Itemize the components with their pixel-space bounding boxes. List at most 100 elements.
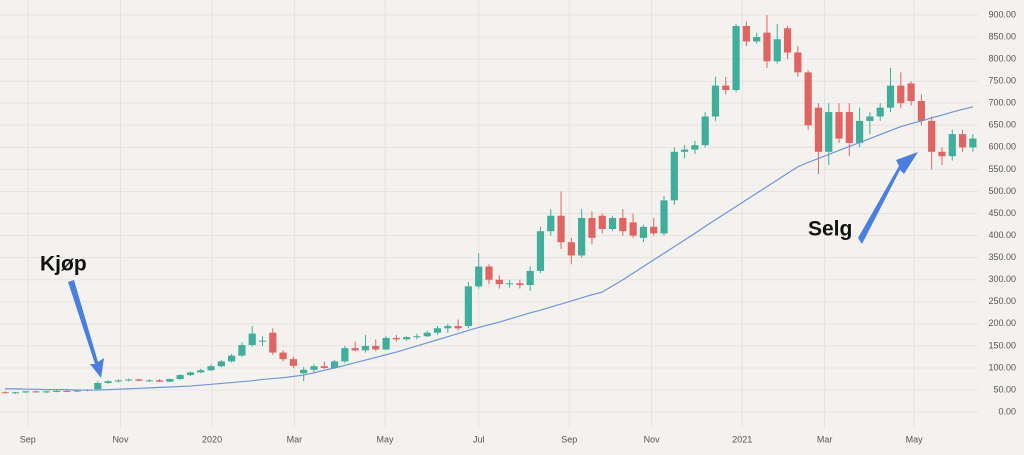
y-tick-label: 800.00: [988, 54, 1016, 64]
candle-body: [248, 333, 256, 346]
candle-body: [536, 231, 545, 271]
candle-body: [433, 328, 442, 333]
candle-body: [53, 390, 61, 392]
candle-body: [567, 242, 575, 256]
candle-body: [145, 380, 153, 382]
candle-body: [814, 107, 823, 152]
candle-body: [207, 366, 215, 371]
x-tick-label: Nov: [644, 434, 661, 444]
y-tick-label: 50.00: [993, 384, 1016, 394]
x-tick-label: May: [377, 434, 395, 444]
candle-body: [650, 226, 658, 234]
candle-body: [516, 283, 524, 286]
candle-body: [155, 380, 164, 382]
y-tick-label: 250.00: [988, 296, 1016, 306]
candle-body: [42, 391, 50, 393]
candle-body: [63, 390, 71, 392]
candle-body: [361, 345, 370, 351]
y-tick-label: 350.00: [988, 252, 1016, 262]
y-tick-label: 700.00: [988, 98, 1016, 108]
candle-body: [485, 266, 493, 280]
candle-body: [228, 355, 236, 362]
candle-body: [866, 116, 874, 121]
candle-body: [701, 116, 709, 146]
candle-body: [403, 337, 411, 340]
y-tick-label: 500.00: [988, 186, 1016, 196]
candle-body: [1, 392, 9, 394]
y-tick-label: 600.00: [988, 142, 1016, 152]
candle-body: [464, 286, 473, 327]
x-tick-label: 2021: [732, 434, 752, 444]
candle-body: [73, 390, 81, 392]
candle-body: [495, 279, 503, 285]
candle-body: [11, 392, 20, 394]
x-tick-label: Mar: [817, 434, 833, 444]
y-tick-label: 0.00: [998, 406, 1016, 416]
candle-body: [526, 270, 534, 286]
candle-body: [197, 370, 205, 373]
candle-body: [413, 336, 421, 338]
candle-body: [722, 85, 730, 91]
y-tick-label: 200.00: [988, 318, 1016, 328]
candle-body: [876, 107, 884, 117]
x-tick-label: May: [906, 434, 924, 444]
x-tick-label: Jul: [473, 434, 485, 444]
candle-body: [382, 337, 390, 350]
x-tick-label: Sep: [20, 434, 36, 444]
candle-body: [783, 28, 792, 53]
candle-body: [269, 332, 277, 353]
grid: [0, 0, 978, 428]
candle-body: [310, 366, 318, 370]
candle-body: [578, 217, 586, 256]
y-tick-label: 900.00: [988, 9, 1016, 19]
candle-body: [742, 26, 750, 42]
candle-body: [547, 215, 555, 232]
candle-body: [392, 337, 400, 340]
candle-body: [691, 145, 699, 150]
y-tick-label: 100.00: [988, 362, 1016, 372]
candle-body: [938, 151, 946, 157]
candle-body: [320, 366, 328, 368]
annotation: Kjøp: [40, 253, 87, 276]
candle-body: [835, 112, 843, 139]
x-tick-label: 2020: [202, 434, 222, 444]
candle-body: [804, 72, 812, 126]
candle-body: [289, 359, 298, 366]
candle-body: [680, 149, 689, 152]
candle-body: [238, 345, 246, 356]
candle-body: [475, 266, 483, 287]
candle-body: [588, 217, 596, 238]
candle-body: [856, 120, 864, 143]
candle-body: [969, 138, 977, 148]
candle-body: [217, 361, 225, 367]
candle-body: [948, 134, 956, 157]
candle-body: [958, 134, 967, 148]
candle-body: [845, 112, 853, 143]
buy-arrow: [68, 280, 104, 378]
candle-body: [763, 32, 771, 62]
candle-body: [176, 375, 184, 380]
y-tick-label: 150.00: [988, 340, 1016, 350]
candle-body: [454, 326, 462, 329]
candle-body: [629, 222, 637, 236]
candle-body: [711, 85, 720, 117]
candle-body: [732, 26, 740, 91]
candle-body: [114, 380, 122, 382]
candle-body: [505, 283, 514, 285]
y-tick-label: 400.00: [988, 230, 1016, 240]
candle-body: [186, 372, 195, 376]
candle-body: [341, 348, 349, 362]
candle-body: [660, 200, 668, 234]
candle-body: [104, 381, 112, 383]
y-tick-label: 750.00: [988, 76, 1016, 86]
candle-body: [94, 382, 102, 390]
candle-body: [444, 326, 452, 329]
candle-body: [22, 391, 30, 393]
candle-body: [886, 85, 895, 108]
y-tick-label: 850.00: [988, 31, 1016, 41]
x-tick-label: Mar: [287, 434, 303, 444]
annotation: Selg: [808, 218, 852, 241]
candle-body: [372, 345, 380, 350]
candle-body: [135, 379, 143, 381]
